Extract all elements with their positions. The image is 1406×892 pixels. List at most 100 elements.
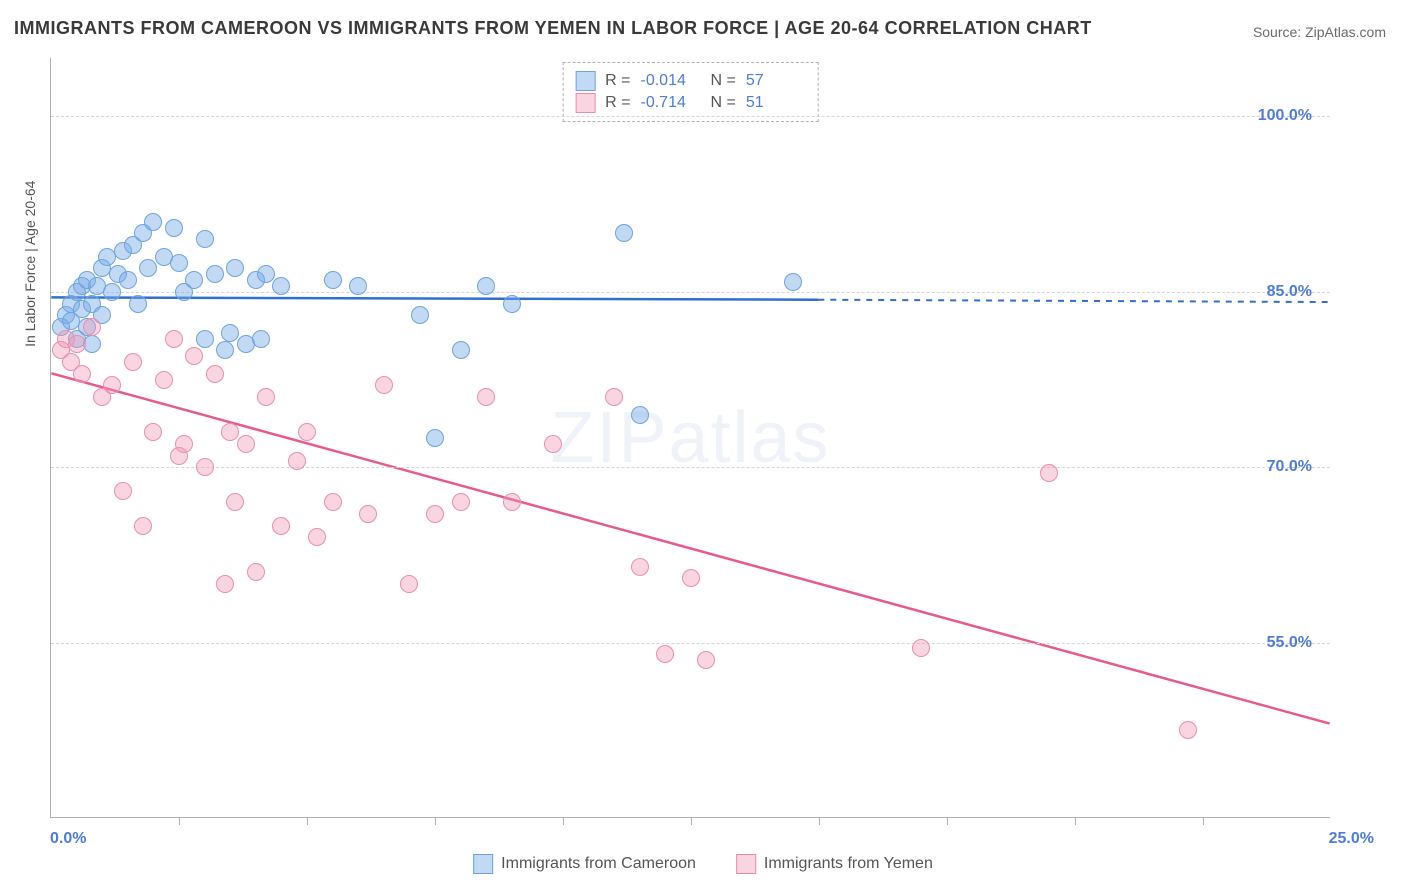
scatter-point [400,575,418,593]
y-tick-label: 85.0% [1267,283,1312,301]
scatter-point [196,458,214,476]
scatter-point [411,306,429,324]
scatter-point [288,452,306,470]
scatter-point [129,295,147,313]
scatter-point [308,528,326,546]
legend-swatch [473,854,493,874]
scatter-point [1040,464,1058,482]
y-axis-label: In Labor Force | Age 20-64 [22,181,38,347]
scatter-point [221,423,239,441]
scatter-point [119,271,137,289]
chart-title: IMMIGRANTS FROM CAMEROON VS IMMIGRANTS F… [14,18,1092,39]
scatter-point [226,493,244,511]
scatter-point [631,558,649,576]
scatter-point [503,295,521,313]
x-tick [1203,817,1204,825]
scatter-point [175,435,193,453]
scatter-point [257,265,275,283]
scatter-point [272,517,290,535]
scatter-point [375,376,393,394]
scatter-point [185,271,203,289]
x-tick [307,817,308,825]
legend-item: Immigrants from Cameroon [473,854,696,874]
scatter-point [349,277,367,295]
scatter-point [73,365,91,383]
scatter-point [237,435,255,453]
scatter-point [170,254,188,272]
scatter-point [114,482,132,500]
legend-n-label: N = [711,72,736,90]
scatter-point [196,230,214,248]
scatter-point [216,341,234,359]
scatter-point [83,335,101,353]
legend-swatch [575,71,595,91]
scatter-point [631,406,649,424]
scatter-point [452,493,470,511]
y-tick-label: 55.0% [1267,634,1312,652]
scatter-point [615,224,633,242]
scatter-point [144,213,162,231]
scatter-point [682,569,700,587]
scatter-point [452,341,470,359]
scatter-point [1179,721,1197,739]
scatter-point [257,388,275,406]
legend-swatch [575,93,595,113]
x-tick [947,817,948,825]
scatter-point [206,365,224,383]
scatter-point [206,265,224,283]
scatter-point [134,517,152,535]
x-tick [563,817,564,825]
scatter-point [784,273,802,291]
watermark: ZIPatlas [550,397,830,479]
legend-n-value: 51 [746,94,806,112]
scatter-point [196,330,214,348]
legend-series-name: Immigrants from Yemen [764,855,933,873]
scatter-point [324,493,342,511]
gridline [51,292,1330,293]
scatter-point [165,219,183,237]
scatter-point [139,259,157,277]
scatter-point [103,376,121,394]
scatter-point [83,318,101,336]
legend-r-value: -0.714 [641,94,701,112]
scatter-point [216,575,234,593]
scatter-point [221,324,239,342]
scatter-point [426,505,444,523]
legend-r-value: -0.014 [641,72,701,90]
scatter-point [477,277,495,295]
scatter-point [155,371,173,389]
gridline [51,643,1330,644]
legend-r-label: R = [605,94,630,112]
legend-row: R = -0.014 N = 57 [575,71,806,91]
correlation-legend: R = -0.014 N = 57 R = -0.714 N = 51 [562,62,819,122]
source-attribution: Source: ZipAtlas.com [1253,24,1386,40]
chart-plot-area: ZIPatlas R = -0.014 N = 57 R = -0.714 N … [50,58,1330,818]
scatter-point [359,505,377,523]
legend-series-name: Immigrants from Cameroon [501,855,696,873]
scatter-point [426,429,444,447]
gridline [51,116,1330,117]
scatter-point [477,388,495,406]
x-tick [1075,817,1076,825]
y-tick-label: 70.0% [1267,458,1312,476]
scatter-point [324,271,342,289]
x-tick [435,817,436,825]
scatter-point [185,347,203,365]
scatter-point [605,388,623,406]
scatter-point [252,330,270,348]
scatter-point [165,330,183,348]
scatter-point [144,423,162,441]
scatter-point [124,353,142,371]
y-tick-label: 100.0% [1258,107,1312,125]
legend-row: R = -0.714 N = 51 [575,93,806,113]
scatter-point [226,259,244,277]
scatter-point [103,283,121,301]
scatter-point [247,563,265,581]
legend-n-value: 57 [746,72,806,90]
scatter-point [272,277,290,295]
scatter-point [503,493,521,511]
x-tick [691,817,692,825]
gridline [51,467,1330,468]
scatter-point [298,423,316,441]
legend-swatch [736,854,756,874]
